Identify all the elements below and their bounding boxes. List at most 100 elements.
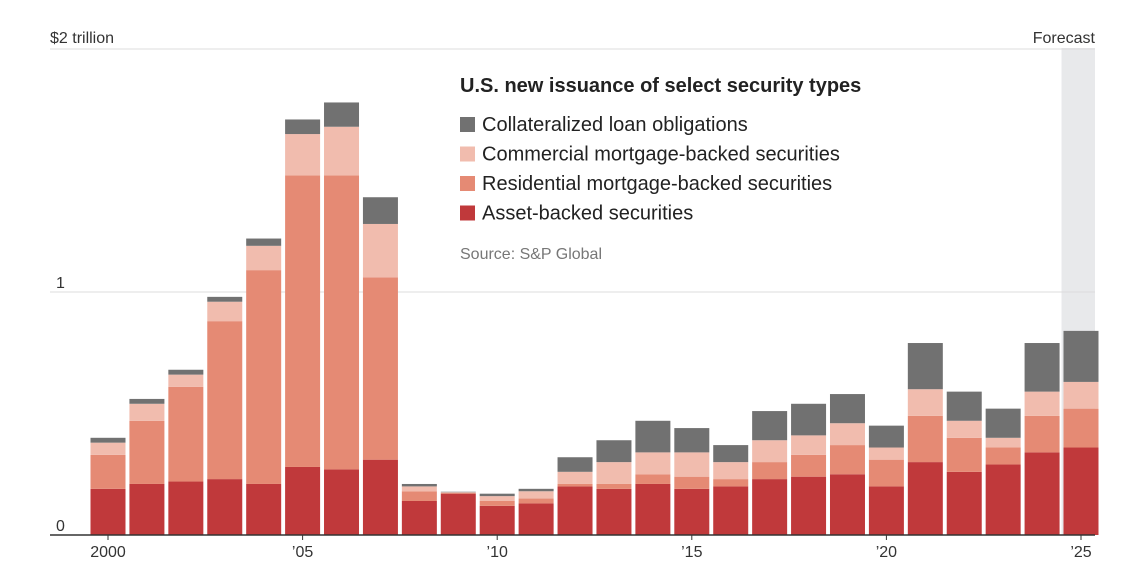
bar-stack-2021	[907, 343, 943, 535]
bar-asset-backed-securities-2023	[985, 464, 1021, 535]
bar-stack-2004	[246, 238, 282, 535]
bar-asset-backed-securities-2007	[362, 459, 398, 535]
bar-stack-2009	[440, 491, 476, 535]
bar-residential-mortgage-backed-securities-2018	[791, 454, 827, 477]
bar-residential-mortgage-backed-securities-2008	[401, 491, 437, 501]
bar-collateralized-loan-obligations-2006	[324, 102, 360, 127]
bar-stack-2002	[168, 369, 204, 535]
bar-asset-backed-securities-2025	[1063, 447, 1099, 535]
bar-stack-2022	[946, 391, 982, 535]
bar-collateralized-loan-obligations-2005	[285, 119, 321, 135]
bar-collateralized-loan-obligations-2025	[1063, 330, 1099, 382]
bar-asset-backed-securities-2013	[596, 488, 632, 535]
bar-stack-2012	[557, 457, 593, 535]
bar-commercial-mortgage-backed-securities-2000	[90, 442, 126, 455]
bar-commercial-mortgage-backed-securities-2018	[791, 435, 827, 455]
y-tick-label: 0	[56, 518, 65, 535]
bar-stack-2011	[518, 488, 554, 535]
bar-stack-2023	[985, 408, 1021, 535]
bar-asset-backed-securities-2018	[791, 476, 827, 535]
legend-item-collateralized-loan-obligations: Collateralized loan obligations	[460, 114, 748, 136]
bar-residential-mortgage-backed-securities-2025	[1063, 408, 1099, 448]
bar-commercial-mortgage-backed-securities-2011	[518, 491, 554, 499]
bar-asset-backed-securities-2015	[674, 488, 710, 535]
legend-swatch	[460, 205, 475, 221]
bar-residential-mortgage-backed-securities-2001	[129, 420, 165, 484]
y-tick-label: 1	[56, 275, 65, 292]
bar-residential-mortgage-backed-securities-2003	[207, 321, 243, 480]
bar-residential-mortgage-backed-securities-2015	[674, 476, 710, 489]
bar-asset-backed-securities-2003	[207, 479, 243, 535]
bar-asset-backed-securities-2005	[285, 466, 321, 535]
bar-asset-backed-securities-2010	[479, 505, 515, 535]
bar-residential-mortgage-backed-securities-2014	[635, 474, 671, 484]
legend-label: Residential mortgage-backed securities	[482, 173, 832, 195]
bar-collateralized-loan-obligations-2003	[207, 296, 243, 302]
bar-residential-mortgage-backed-securities-2006	[324, 175, 360, 470]
bar-collateralized-loan-obligations-2018	[791, 403, 827, 436]
bar-residential-mortgage-backed-securities-2009	[440, 492, 476, 494]
y-unit-label: $2 trillion	[50, 30, 114, 47]
bar-commercial-mortgage-backed-securities-2014	[635, 452, 671, 475]
source-note: Source: S&P Global	[460, 246, 602, 263]
legend: Collateralized loan obligations Commercia…	[460, 114, 840, 225]
bar-stack-2019	[829, 394, 865, 535]
bar-collateralized-loan-obligations-2008	[401, 483, 437, 487]
bar-stack-2008	[401, 483, 437, 535]
bar-collateralized-loan-obligations-2019	[829, 394, 865, 424]
bar-stack-2010	[479, 493, 515, 535]
bar-commercial-mortgage-backed-securities-2025	[1063, 381, 1099, 409]
bar-stack-2007	[362, 197, 398, 535]
legend-label: Collateralized loan obligations	[482, 114, 748, 136]
bar-collateralized-loan-obligations-2021	[907, 343, 943, 390]
bar-collateralized-loan-obligations-2014	[635, 420, 671, 453]
bar-asset-backed-securities-2008	[401, 500, 437, 535]
bar-commercial-mortgage-backed-securities-2008	[401, 486, 437, 492]
bar-commercial-mortgage-backed-securities-2015	[674, 452, 710, 477]
legend-panel: U.S. new issuance of select security typ…	[460, 75, 861, 263]
bar-residential-mortgage-backed-securities-2011	[518, 498, 554, 504]
x-axis-ticks: 2000 ’05 ’10 ’15 ’20 ’25	[90, 535, 1092, 561]
bar-commercial-mortgage-backed-securities-2006	[324, 126, 360, 176]
bar-collateralized-loan-obligations-2007	[362, 197, 398, 224]
bar-collateralized-loan-obligations-2023	[985, 408, 1021, 438]
bar-asset-backed-securities-2014	[635, 483, 671, 535]
legend-label: Asset-backed securities	[482, 203, 693, 225]
bar-stack-2024	[1024, 343, 1060, 535]
bar-collateralized-loan-obligations-2010	[479, 493, 515, 497]
forecast-label: Forecast	[1033, 30, 1096, 47]
bar-commercial-mortgage-backed-securities-2005	[285, 134, 321, 176]
bar-residential-mortgage-backed-securities-2004	[246, 270, 282, 484]
bar-stack-2025	[1063, 330, 1099, 535]
x-tick-label: ’15	[681, 544, 702, 561]
bar-residential-mortgage-backed-securities-2024	[1024, 415, 1060, 453]
bar-collateralized-loan-obligations-2017	[752, 411, 788, 441]
bar-commercial-mortgage-backed-securities-2021	[907, 389, 943, 416]
bar-stack-2006	[324, 102, 360, 535]
bar-residential-mortgage-backed-securities-2019	[829, 445, 865, 475]
bar-commercial-mortgage-backed-securities-2016	[713, 462, 749, 480]
bar-residential-mortgage-backed-securities-2007	[362, 277, 398, 460]
bar-stack-2020	[868, 425, 904, 535]
legend-swatch	[460, 146, 475, 162]
bar-commercial-mortgage-backed-securities-2013	[596, 462, 632, 484]
legend-item-asset-backed-securities: Asset-backed securities	[460, 203, 693, 225]
bar-collateralized-loan-obligations-2015	[674, 428, 710, 453]
bar-asset-backed-securities-2000	[90, 488, 126, 535]
bar-stack-2015	[674, 428, 710, 535]
bar-commercial-mortgage-backed-securities-2002	[168, 374, 204, 387]
bar-commercial-mortgage-backed-securities-2003	[207, 301, 243, 322]
bar-commercial-mortgage-backed-securities-2023	[985, 437, 1021, 448]
bar-asset-backed-securities-2001	[129, 483, 165, 535]
bar-residential-mortgage-backed-securities-2000	[90, 454, 126, 489]
legend-item-residential-mortgage-backed-securities: Residential mortgage-backed securities	[460, 173, 832, 195]
bar-commercial-mortgage-backed-securities-2010	[479, 496, 515, 501]
bar-collateralized-loan-obligations-2020	[868, 425, 904, 448]
bar-commercial-mortgage-backed-securities-2012	[557, 471, 593, 484]
bar-asset-backed-securities-2011	[518, 503, 554, 535]
bar-residential-mortgage-backed-securities-2002	[168, 386, 204, 482]
legend-label: Commercial mortgage-backed securities	[482, 144, 840, 166]
y-axis-ticks: 01	[56, 275, 65, 535]
bar-collateralized-loan-obligations-2001	[129, 398, 165, 404]
